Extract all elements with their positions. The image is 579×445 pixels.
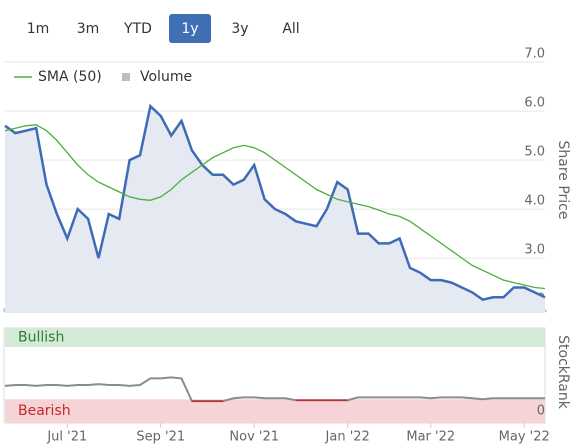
x-tick-label: Sep '21 xyxy=(136,430,185,445)
range-button[interactable]: 3y xyxy=(231,21,248,37)
y-tick-label: 7.0 xyxy=(524,47,545,62)
price-line xyxy=(4,103,546,302)
range-button[interactable]: 3m xyxy=(77,21,100,37)
range-button[interactable]: All xyxy=(282,21,299,37)
y-tick-label: 5.0 xyxy=(524,145,545,160)
y-tick-label: 4.0 xyxy=(524,194,545,209)
x-tick-label: Jul '21 xyxy=(46,430,87,445)
band-label: Bullish xyxy=(18,330,64,346)
legend-label: SMA (50) xyxy=(38,69,102,85)
y-tick-label: 3.0 xyxy=(524,243,545,258)
rank-tick-label: 0 xyxy=(537,404,545,419)
range-button[interactable]: 1y xyxy=(181,21,198,37)
rank-axis-title: StockRank xyxy=(555,335,571,410)
band-label: Bearish xyxy=(18,403,71,419)
rank-band xyxy=(5,328,545,347)
rank-line xyxy=(4,376,545,403)
legend-symbol xyxy=(122,73,130,81)
y-tick-label: 6.0 xyxy=(524,96,545,111)
range-button[interactable]: 1m xyxy=(27,21,50,37)
x-tick-label: May '22 xyxy=(499,430,550,445)
range-button-bg[interactable] xyxy=(169,14,211,43)
x-tick-label: Jan '22 xyxy=(325,430,370,445)
x-tick-label: Mar '22 xyxy=(406,430,455,445)
legend-label: Volume xyxy=(140,69,192,85)
rank-band xyxy=(5,399,545,423)
range-button[interactable]: YTD xyxy=(123,21,152,37)
sma-line xyxy=(4,124,546,290)
y-axis-title: Share Price xyxy=(555,140,571,219)
x-tick-label: Nov '21 xyxy=(229,430,279,445)
